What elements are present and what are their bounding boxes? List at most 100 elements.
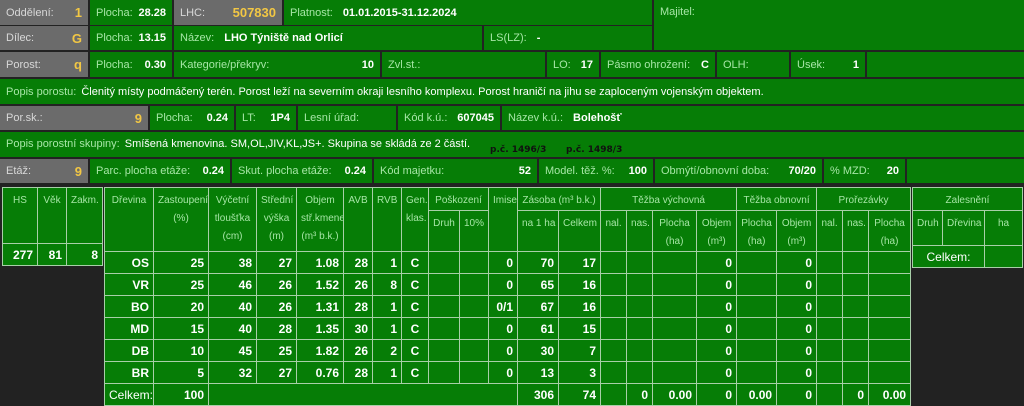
- table-cell: VR: [104, 273, 154, 296]
- table-cell: C: [401, 339, 429, 362]
- table-cell: [626, 361, 654, 384]
- hs-table: HS Věk Zakm. 277 81 8: [2, 187, 103, 266]
- popis-porostu: Popis porostu: Členitý místy podmáčený te…: [0, 79, 1024, 104]
- value: 507830: [232, 5, 276, 20]
- plocha-dilec-field: Plocha: 13.15: [90, 26, 172, 50]
- value: G: [71, 30, 82, 46]
- label: Popis porostní skupiny:: [6, 138, 120, 150]
- table-cell: 7: [558, 339, 602, 362]
- table-cell: [652, 339, 698, 362]
- table-cell: 67: [517, 295, 560, 318]
- label: OLH:: [723, 58, 749, 71]
- label: Etáž:: [6, 165, 32, 177]
- plocha-header: Plocha (ha): [736, 210, 778, 252]
- dilec-field: Dílec: G: [0, 26, 88, 50]
- table-cell: 32: [208, 361, 257, 384]
- table-cell: 30: [343, 317, 373, 340]
- label: Úsek:: [797, 58, 826, 71]
- zasoba-header: Zásoba (m³ b.k.): [517, 187, 602, 211]
- table-cell: [652, 317, 698, 340]
- total-to-plocha: 0.00: [736, 383, 778, 406]
- label: Název:: [180, 32, 215, 44]
- total-tv-plocha: 0.00: [652, 383, 698, 406]
- objem-m3-header: Objem (m³): [696, 210, 738, 252]
- skut-plocha-field: Skut. plocha etáže: 0.24: [232, 159, 372, 183]
- tezba-obnovni-header: Těžba obnovní: [736, 187, 818, 211]
- value: 9: [74, 163, 82, 179]
- label: Lesní úřad:: [304, 112, 360, 124]
- label: Model. těž. %:: [545, 165, 615, 177]
- total-label: Celkem:: [104, 383, 154, 406]
- table-cell: 17: [558, 251, 602, 274]
- table-cell: [842, 295, 870, 318]
- table-cell: [868, 317, 912, 340]
- table-cell: [458, 251, 490, 274]
- table-cell: [428, 361, 460, 384]
- table-cell: 16: [558, 295, 602, 318]
- kod-majetku-field: Kód majetku: 52: [374, 159, 537, 183]
- empty-cell: [867, 52, 1024, 77]
- label: Zvl.st.:: [388, 58, 421, 71]
- table-cell: 1.52: [296, 273, 344, 296]
- value: 52: [518, 165, 531, 177]
- table-cell: 0: [696, 317, 738, 340]
- value: C: [701, 58, 709, 71]
- zalesneni-total-value: [984, 245, 1023, 268]
- na1ha-header: na 1 ha: [517, 210, 560, 252]
- table-cell: 25: [153, 273, 209, 296]
- table-cell: DB: [104, 339, 154, 362]
- value: 70/20: [788, 165, 816, 177]
- total-row: Celkem: 100 306 74 0 0.00 0 0.00 0 0 0.0…: [104, 383, 912, 406]
- etaz-field: Etáž: 9: [0, 159, 88, 183]
- table-cell: [816, 295, 844, 318]
- kod-ku-field: Kód k.ú.: 607045: [398, 106, 500, 130]
- tezba-vychovna-header: Těžba výchovná: [600, 187, 738, 211]
- empty-cell: [907, 159, 1024, 183]
- table-cell: [736, 295, 778, 318]
- kategorie-field: Kategorie/překryv: 10: [174, 52, 380, 77]
- label: Popis porostu:: [6, 85, 77, 98]
- species-table: Dřevina Zastoupení (%) Výčetní tloušťka …: [104, 187, 912, 406]
- table-cell: 27: [256, 361, 297, 384]
- table-cell: [652, 251, 698, 274]
- plocha-oddeleni-field: Plocha: 28.28: [90, 0, 172, 25]
- table-cell: MD: [104, 317, 154, 340]
- table-cell: [842, 361, 870, 384]
- table-cell: 28: [256, 317, 297, 340]
- total-tv-nas: 0: [626, 383, 654, 406]
- total-tv-objem: 0: [696, 383, 738, 406]
- value: 0.24: [344, 165, 366, 177]
- table-cell: 1: [372, 361, 402, 384]
- table-cell: 0: [488, 273, 519, 296]
- table-cell: 0: [776, 339, 818, 362]
- druh-header: Druh: [912, 210, 943, 246]
- table-cell: 1.08: [296, 251, 344, 274]
- table-cell: [626, 339, 654, 362]
- hs-header: HS: [2, 187, 38, 244]
- lo-field: LO: 17: [547, 52, 599, 77]
- zakm-header: Zakm.: [66, 187, 103, 244]
- table-cell: 10: [153, 339, 209, 362]
- obmyti-field: Obmýtí/obnovní doba: 70/20: [655, 159, 822, 183]
- table-cell: 0: [696, 361, 738, 384]
- table-cell: 26: [256, 273, 297, 296]
- table-cell: 28: [343, 361, 373, 384]
- table-cell: [428, 251, 460, 274]
- table-cell: 0: [776, 317, 818, 340]
- table-cell: 1: [372, 317, 402, 340]
- table-cell: 46: [208, 273, 257, 296]
- druh-header: Druh: [428, 210, 460, 252]
- p10-header: 10%: [458, 210, 490, 252]
- table-cell: 0: [696, 251, 738, 274]
- celkem-header: Celkem: [558, 210, 602, 252]
- label: Platnost:: [290, 6, 333, 19]
- table-cell: 16: [558, 273, 602, 296]
- value: 28.28: [138, 6, 166, 19]
- table-cell: [458, 317, 490, 340]
- total-to-objem: 0: [776, 383, 818, 406]
- plocha-porost-field: Plocha: 0.30: [90, 52, 172, 77]
- usek-field: Úsek: 1: [791, 52, 865, 77]
- table-row: MD 15 40 28 1.35 30 1 C 0 61 15 0 0: [104, 317, 912, 340]
- vycetni-header: Výčetní tloušťka (cm): [208, 187, 257, 252]
- vek-header: Věk: [37, 187, 67, 244]
